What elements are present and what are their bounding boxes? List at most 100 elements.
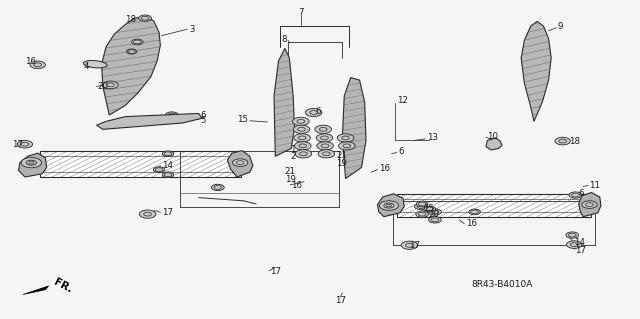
Bar <box>40 151 241 177</box>
Text: 18: 18 <box>125 15 136 24</box>
Polygon shape <box>274 48 294 156</box>
Bar <box>397 195 591 217</box>
Polygon shape <box>342 78 366 179</box>
Polygon shape <box>102 17 161 115</box>
Bar <box>40 151 241 177</box>
Circle shape <box>416 211 429 217</box>
Polygon shape <box>342 78 366 179</box>
Bar <box>397 195 591 217</box>
Polygon shape <box>19 153 47 177</box>
Bar <box>397 195 591 217</box>
Text: 17: 17 <box>162 208 173 217</box>
Bar <box>40 151 241 177</box>
Polygon shape <box>274 48 294 156</box>
Text: 15: 15 <box>237 115 248 124</box>
Polygon shape <box>342 78 366 179</box>
Bar <box>397 195 591 217</box>
Polygon shape <box>102 17 161 115</box>
Bar <box>397 195 591 217</box>
Text: 1: 1 <box>290 145 296 154</box>
Text: 6: 6 <box>579 189 584 198</box>
Polygon shape <box>274 48 294 156</box>
Text: 17: 17 <box>575 246 586 255</box>
Text: 4: 4 <box>84 62 89 71</box>
Circle shape <box>569 192 582 198</box>
Polygon shape <box>521 21 551 122</box>
Circle shape <box>21 158 42 168</box>
Text: 16: 16 <box>466 219 477 228</box>
Polygon shape <box>486 138 502 150</box>
Bar <box>397 195 591 217</box>
Text: 16: 16 <box>291 181 302 190</box>
Polygon shape <box>579 193 601 217</box>
Polygon shape <box>342 78 366 179</box>
Polygon shape <box>342 78 366 179</box>
Circle shape <box>566 241 582 249</box>
Text: 12: 12 <box>397 96 408 105</box>
Polygon shape <box>342 78 366 179</box>
Bar <box>397 195 591 217</box>
Ellipse shape <box>83 61 107 68</box>
Bar <box>397 195 591 217</box>
Polygon shape <box>102 17 161 115</box>
Circle shape <box>294 142 311 150</box>
Bar <box>397 195 591 217</box>
Text: 2: 2 <box>290 152 296 161</box>
Polygon shape <box>521 21 551 122</box>
Bar <box>397 195 591 217</box>
Bar <box>40 151 241 177</box>
Bar <box>40 151 241 177</box>
Bar <box>397 195 591 217</box>
Bar <box>40 151 241 177</box>
Bar <box>397 195 591 217</box>
Circle shape <box>154 167 165 173</box>
Text: 18: 18 <box>569 137 580 145</box>
Circle shape <box>163 151 173 157</box>
Polygon shape <box>521 21 551 122</box>
Bar <box>397 195 591 217</box>
Polygon shape <box>102 17 161 115</box>
Bar <box>397 195 591 217</box>
Bar <box>40 151 241 177</box>
Bar <box>397 195 591 217</box>
Bar <box>397 195 591 217</box>
Polygon shape <box>102 17 161 115</box>
Text: 9: 9 <box>557 22 563 31</box>
Bar <box>40 151 241 177</box>
Text: 20: 20 <box>429 210 440 219</box>
Polygon shape <box>102 17 161 115</box>
Circle shape <box>315 125 332 133</box>
Text: 10: 10 <box>487 132 499 141</box>
Bar <box>40 151 241 177</box>
Bar <box>40 151 241 177</box>
Bar <box>40 151 241 177</box>
Circle shape <box>163 172 173 178</box>
Polygon shape <box>274 48 294 156</box>
Polygon shape <box>274 48 294 156</box>
Polygon shape <box>274 48 294 156</box>
Text: 19: 19 <box>285 175 296 184</box>
Bar <box>40 151 241 177</box>
Bar <box>397 195 591 217</box>
Polygon shape <box>521 21 551 122</box>
Circle shape <box>17 140 33 148</box>
Text: 17: 17 <box>335 296 346 305</box>
Text: FR.: FR. <box>52 277 74 295</box>
Bar <box>40 151 241 177</box>
Bar <box>40 151 241 177</box>
Bar <box>397 195 591 217</box>
Bar <box>40 151 241 177</box>
Circle shape <box>232 159 248 167</box>
Circle shape <box>132 39 143 45</box>
Circle shape <box>555 137 570 145</box>
Bar <box>397 195 591 217</box>
Polygon shape <box>274 48 294 156</box>
Polygon shape <box>521 21 551 122</box>
Polygon shape <box>23 286 49 294</box>
Circle shape <box>127 49 137 54</box>
Bar <box>40 151 241 177</box>
Bar <box>397 195 591 217</box>
Polygon shape <box>342 78 366 179</box>
Polygon shape <box>342 78 366 179</box>
Polygon shape <box>274 48 294 156</box>
